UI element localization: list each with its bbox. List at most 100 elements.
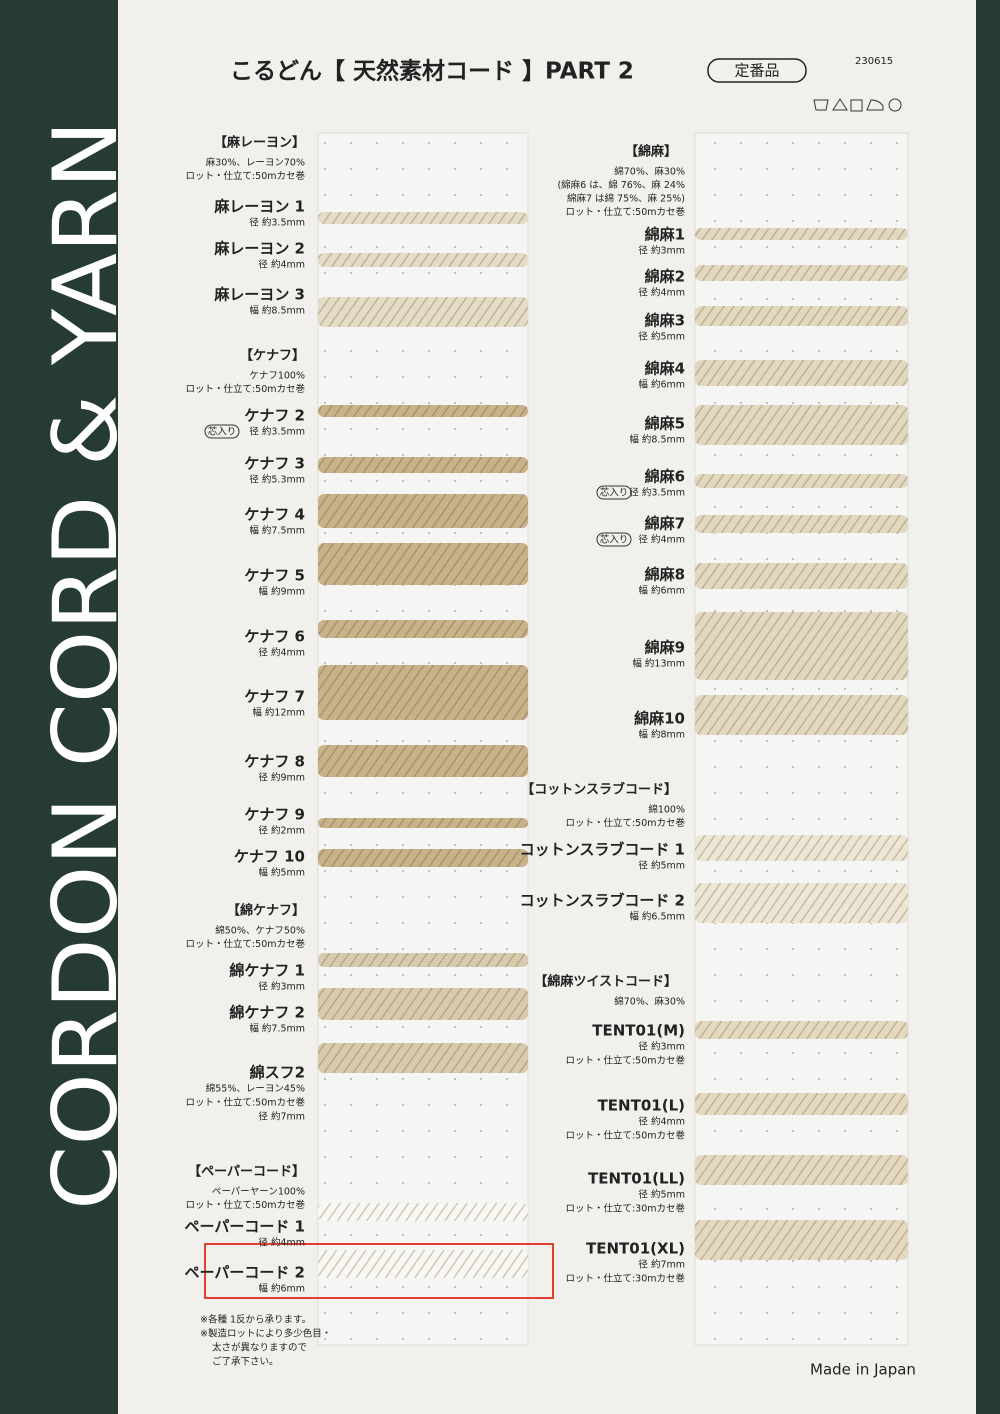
badge-text: 定番品 [734, 62, 779, 80]
group-description: 綿70%、麻30% [614, 996, 685, 1008]
item-name: 綿麻2 [645, 268, 685, 286]
group-description: ロット・仕立て:50mカセ巻 [185, 170, 305, 182]
item-name: 綿ケナフ 2 [229, 1004, 305, 1022]
item-spec: 径 約4mm [638, 287, 685, 299]
item-name: 綿麻9 [645, 639, 685, 657]
item-name: 綿麻3 [645, 312, 685, 330]
item-name: ケナフ 10 [234, 848, 305, 866]
cord-texture [695, 883, 908, 923]
group-heading: 【ケナフ】 [240, 348, 305, 364]
item-spec: 幅 約7.5mm [249, 1023, 305, 1035]
item-spec: 幅 約9mm [258, 586, 305, 598]
item-name: コットンスラブコード 2 [520, 892, 685, 910]
cord-texture [318, 457, 528, 473]
item-name: 綿スフ2 [250, 1064, 305, 1082]
cord-texture [318, 253, 528, 267]
group-description: 綿50%、ケナフ50% [215, 925, 305, 937]
item-name: ペーパーコード 1 [184, 1218, 305, 1236]
item-spec: 径 約4mm [638, 1116, 685, 1128]
cord-texture [695, 1220, 908, 1260]
item-name: TENT01(L) [598, 1097, 685, 1115]
item-spec: 径 約4mm [638, 534, 685, 546]
cord-texture [318, 297, 528, 327]
cord-texture [318, 494, 528, 528]
item-name: ケナフ 8 [244, 753, 305, 771]
item-name: ケナフ 6 [244, 628, 305, 646]
cord-texture [695, 612, 908, 680]
item-name: 綿ケナフ 1 [229, 962, 305, 980]
item-name: コットンスラブコード 1 [520, 841, 685, 859]
item-name: 麻レーヨン 1 [213, 198, 305, 216]
core-tag-text: 芯入り [600, 534, 629, 546]
group-description: (綿麻6 は、綿 76%、麻 24% [557, 179, 685, 191]
cord-texture [695, 306, 908, 326]
sample-grid [318, 133, 528, 1345]
item-name: TENT01(M) [592, 1022, 685, 1040]
highlight-box [204, 1243, 554, 1299]
group-description: ペーパーヤーン100% [212, 1187, 305, 1198]
group-description: ロット・仕立て:50mカセ巻 [185, 938, 305, 950]
core-tag [204, 424, 240, 439]
cord-texture [695, 695, 908, 735]
sample-grid [695, 133, 908, 1345]
code: 230615 [855, 56, 893, 67]
group-description: 綿麻7 は綿 75%、麻 25%) [567, 193, 685, 205]
cord-texture [318, 745, 528, 777]
note: 太さが異なりますので [212, 1342, 307, 1354]
item-name: ケナフ 2 [244, 407, 305, 425]
cord-texture [695, 405, 908, 445]
item-spec: 幅 約8.5mm [249, 305, 305, 317]
item-spec: 幅 約6mm [638, 379, 685, 391]
item-spec: 径 約3.5mm [249, 426, 305, 438]
cord-texture [318, 849, 528, 867]
item-spec: ロット・仕立て:50mカセ巻 [185, 1097, 305, 1109]
cord-texture [318, 818, 528, 828]
core-tag [596, 485, 632, 500]
group-description: ケナフ100% [249, 371, 305, 382]
group-description: 麻30%、レーヨン70% [206, 157, 305, 169]
cord-texture [695, 1093, 908, 1115]
group-description: 綿70%、麻30% [614, 166, 685, 178]
core-tag [596, 532, 632, 547]
item-spec: 幅 約13mm [632, 658, 685, 670]
item-spec: 径 約9mm [258, 772, 305, 784]
item-spec: 幅 約12mm [252, 707, 305, 719]
item-spec: 径 約3mm [258, 981, 305, 993]
cord-texture [695, 228, 908, 240]
item-name: 綿麻7 [645, 515, 685, 533]
item-spec: 径 約5.3mm [249, 474, 305, 486]
cord-texture [695, 835, 908, 861]
group-heading: 【麻レーヨン】 [214, 135, 305, 151]
cord-texture [318, 953, 528, 967]
cord-texture [318, 988, 528, 1020]
cord-texture [318, 665, 528, 720]
item-name: 綿麻8 [645, 566, 685, 584]
footer: Made in Japan [810, 1361, 916, 1379]
note: ※各種 1反から承ります。 [200, 1314, 311, 1326]
item-name: 綿麻1 [645, 226, 685, 244]
item-name: TENT01(XL) [586, 1240, 685, 1258]
item-name: ケナフ 4 [244, 506, 305, 524]
group-heading: 【コットンスラブコード】 [521, 782, 677, 798]
note: ※製造ロットにより多少色目・ [200, 1328, 331, 1340]
group-description: 綿100% [648, 804, 685, 816]
item-name: 麻レーヨン 2 [213, 240, 305, 258]
item-name: 麻レーヨン 3 [213, 286, 305, 304]
item-name: ケナフ 9 [244, 806, 305, 824]
side-title: CORDON CORD & YARN [34, 120, 137, 1210]
cord-texture [695, 474, 908, 488]
item-spec: 幅 約8mm [638, 729, 685, 741]
group-heading: 【ペーパーコード】 [188, 1164, 305, 1180]
item-spec: 径 約4mm [258, 259, 305, 271]
item-spec: 径 約7mm [258, 1111, 305, 1123]
item-name: ペーパーコード 2 [184, 1264, 305, 1282]
group-heading: 【綿麻ツイストコード】 [534, 974, 677, 990]
item-name: 綿麻6 [645, 468, 685, 486]
item-spec: 径 約5mm [638, 1189, 685, 1201]
item-spec: 幅 約6.5mm [629, 911, 685, 923]
cord-texture [695, 360, 908, 386]
cord-texture [318, 405, 528, 417]
group-heading: 【綿ケナフ】 [227, 903, 305, 919]
cord-texture [318, 543, 528, 585]
